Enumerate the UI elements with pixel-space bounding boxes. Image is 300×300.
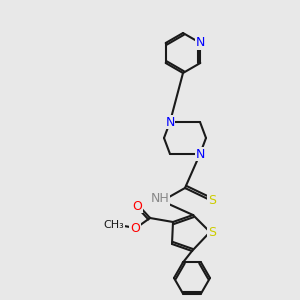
Text: N: N [196, 37, 205, 50]
Text: O: O [130, 221, 140, 235]
Text: NH: NH [151, 193, 169, 206]
Text: S: S [208, 226, 216, 238]
Text: CH₃: CH₃ [103, 220, 124, 230]
Text: S: S [208, 194, 216, 208]
Text: N: N [195, 148, 205, 160]
Text: N: N [165, 116, 175, 128]
Text: O: O [132, 200, 142, 212]
